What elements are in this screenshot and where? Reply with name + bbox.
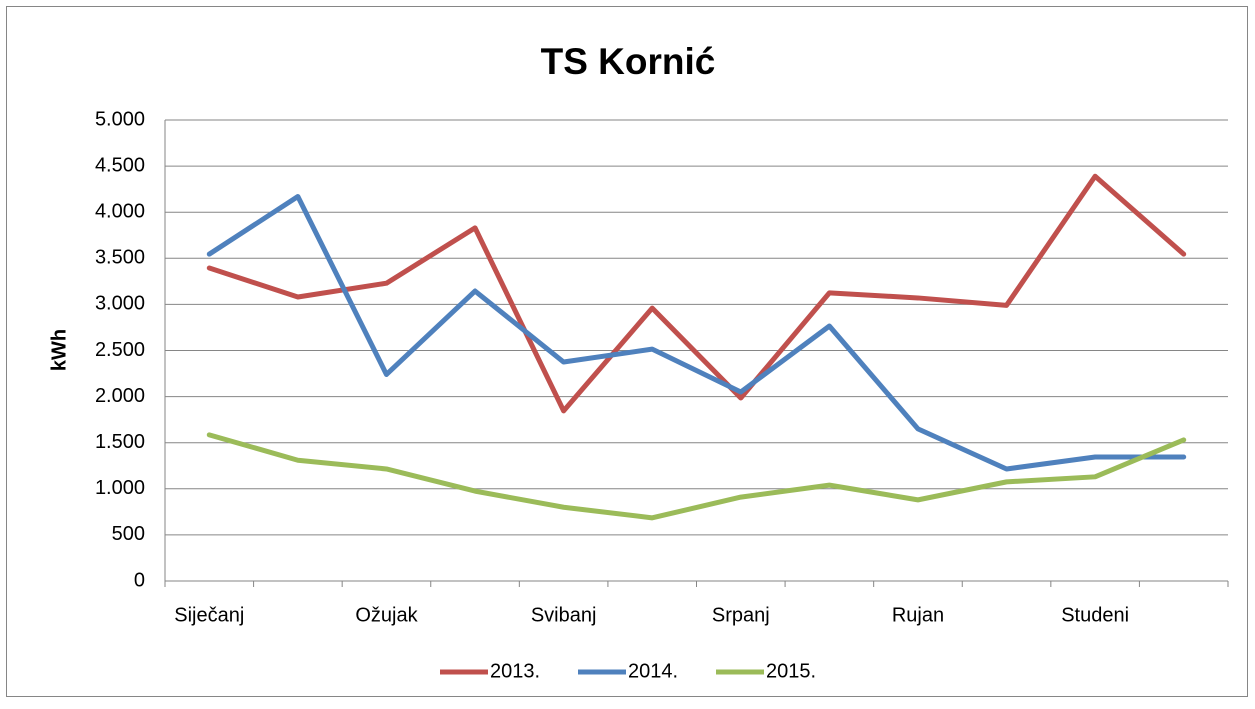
x-tick-label: Ožujak bbox=[355, 604, 418, 626]
y-tick-label: 0 bbox=[134, 569, 145, 591]
x-tick-label: Srpanj bbox=[712, 604, 770, 626]
y-tick-label: 3.500 bbox=[95, 247, 145, 269]
y-tick-label: 3.000 bbox=[95, 293, 145, 315]
y-tick-label: 1.000 bbox=[95, 477, 145, 499]
x-tick-label: Svibanj bbox=[531, 604, 597, 626]
y-tick-label: 2.000 bbox=[95, 385, 145, 407]
y-tick-label: 2.500 bbox=[95, 339, 145, 361]
legend-label: 2015. bbox=[766, 660, 816, 682]
line-series bbox=[206, 432, 1187, 521]
y-tick-label: 4.000 bbox=[95, 200, 145, 222]
y-tick-label: 1.500 bbox=[95, 431, 145, 453]
x-tick-label: Studeni bbox=[1061, 604, 1129, 626]
line-series bbox=[206, 194, 1187, 472]
x-tick-label: Siječanj bbox=[174, 604, 244, 626]
legend-label: 2014. bbox=[628, 660, 678, 682]
legend-label: 2013. bbox=[490, 660, 540, 682]
x-tick-label: Rujan bbox=[892, 604, 944, 626]
y-tick-label: 500 bbox=[112, 523, 145, 545]
y-axis-label: kWh bbox=[48, 329, 70, 371]
chart-title: TS Kornić bbox=[541, 41, 716, 82]
y-tick-label: 5.000 bbox=[95, 108, 145, 130]
y-tick-label: 4.500 bbox=[95, 154, 145, 176]
line-series bbox=[206, 173, 1187, 414]
